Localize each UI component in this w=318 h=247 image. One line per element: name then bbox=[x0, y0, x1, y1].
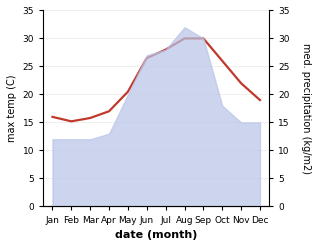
Y-axis label: max temp (C): max temp (C) bbox=[7, 75, 17, 142]
Y-axis label: med. precipitation (kg/m2): med. precipitation (kg/m2) bbox=[301, 43, 311, 174]
X-axis label: date (month): date (month) bbox=[115, 230, 197, 240]
